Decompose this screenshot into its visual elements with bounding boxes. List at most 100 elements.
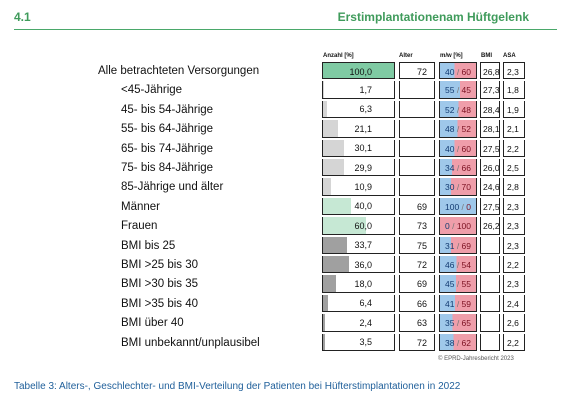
anzahl-bar bbox=[323, 120, 338, 137]
female-pct: 55 bbox=[461, 279, 472, 290]
bmi-cell: 28,1 bbox=[480, 120, 500, 138]
alter-cell bbox=[399, 159, 435, 177]
male-pct: 0 bbox=[444, 221, 450, 232]
male-pct: 46 bbox=[444, 260, 455, 270]
male-pct: 35 bbox=[444, 318, 455, 329]
anzahl-cell: 1,7 bbox=[322, 81, 395, 99]
row-label: <45-Jährige bbox=[121, 84, 183, 97]
alter-cell bbox=[399, 139, 435, 157]
anzahl-value: 21,1 bbox=[354, 123, 372, 134]
bmi-cell bbox=[480, 294, 500, 313]
bmi-cell: 27,5 bbox=[480, 197, 500, 216]
mw-cell: 31 / 69 bbox=[439, 236, 477, 254]
female-pct: 54 bbox=[461, 260, 472, 270]
male-pct: 34 bbox=[444, 163, 455, 173]
bmi-cell bbox=[480, 256, 500, 274]
mw-separator: / bbox=[454, 67, 462, 77]
anzahl-cell: 2,4 bbox=[322, 314, 395, 332]
asa-cell: 2,8 bbox=[503, 178, 525, 196]
anzahl-cell: 6,3 bbox=[322, 100, 395, 119]
anzahl-cell: 40,0 bbox=[322, 197, 395, 216]
anzahl-cell: 30,1 bbox=[322, 139, 395, 157]
asa-cell: 2,4 bbox=[503, 294, 525, 313]
table-row: <45-Jährige 1,7 55 / 45 27,3 1,8 bbox=[0, 80, 565, 99]
asa-value: 2,3 bbox=[507, 67, 519, 77]
anzahl-bar bbox=[323, 314, 325, 331]
anzahl-value: 6,3 bbox=[359, 104, 372, 115]
mw-cell: 46 / 54 bbox=[439, 256, 477, 274]
mw-cell: 55 / 45 bbox=[439, 81, 477, 99]
mw-separator: / bbox=[454, 143, 462, 154]
row-label: Männer bbox=[121, 200, 160, 213]
anzahl-value: 100,0 bbox=[349, 66, 372, 77]
anzahl-value: 36,0 bbox=[354, 259, 372, 270]
alter-cell bbox=[399, 81, 435, 99]
anzahl-bar bbox=[323, 256, 349, 273]
female-pct: 69 bbox=[461, 240, 472, 251]
mw-value: 48 / 52 bbox=[440, 124, 476, 134]
bmi-value: 26,8 bbox=[483, 67, 500, 77]
asa-cell: 2,2 bbox=[503, 256, 525, 274]
female-pct: 59 bbox=[461, 298, 472, 309]
row-label: BMI über 40 bbox=[121, 317, 184, 330]
mw-separator: / bbox=[454, 240, 462, 251]
alter-cell bbox=[399, 100, 435, 119]
anzahl-value: 10,9 bbox=[354, 181, 372, 192]
table-row: Alle betrachteten Versorgungen 100,0 72 40 … bbox=[0, 61, 565, 80]
asa-cell: 2,5 bbox=[503, 159, 525, 177]
alter-cell: 63 bbox=[399, 314, 435, 332]
row-label: BMI >25 bis 30 bbox=[121, 259, 199, 271]
bmi-cell: 27,3 bbox=[480, 81, 500, 99]
asa-cell: 2,3 bbox=[503, 236, 525, 254]
asa-value: 2,5 bbox=[507, 163, 519, 173]
asa-cell: 2,2 bbox=[503, 333, 525, 351]
alter-cell bbox=[399, 178, 435, 196]
bmi-value: 24,6 bbox=[483, 182, 500, 193]
anzahl-cell: 36,0 bbox=[322, 256, 395, 274]
bmi-cell bbox=[480, 314, 500, 332]
table-row: BMI >35 bis 40 6,4 66 41 / 59 2,4 bbox=[0, 294, 565, 313]
mw-separator: / bbox=[454, 260, 462, 270]
bmi-cell: 26,0 bbox=[480, 159, 500, 177]
female-pct: 52 bbox=[461, 124, 472, 135]
col-header-alter: Alter bbox=[399, 53, 413, 59]
anzahl-bar bbox=[323, 333, 326, 350]
anzahl-value: 40,0 bbox=[354, 201, 372, 212]
asa-cell: 2,1 bbox=[503, 120, 525, 138]
mw-separator: / bbox=[454, 163, 462, 173]
anzahl-value: 29,9 bbox=[354, 162, 372, 173]
alter-cell: 73 bbox=[399, 217, 435, 235]
anzahl-value: 33,7 bbox=[354, 240, 372, 251]
row-label: Frauen bbox=[121, 220, 158, 233]
alter-cell: 72 bbox=[399, 62, 435, 80]
asa-cell: 2,3 bbox=[503, 275, 525, 293]
anzahl-bar bbox=[323, 100, 328, 118]
female-pct: 100 bbox=[456, 221, 471, 232]
asa-value: 2,3 bbox=[507, 240, 519, 251]
female-pct: 48 bbox=[461, 104, 472, 115]
row-label: 65- bis 74-Jährige bbox=[121, 142, 214, 155]
table-row: 65- bis 74-Jährige 30,1 40 / 60 27,5 2,2 bbox=[0, 139, 565, 158]
mw-cell: 40 / 60 bbox=[439, 139, 477, 157]
row-label: BMI unbekannt/unplausibel bbox=[121, 336, 260, 349]
table-row: BMI unbekannt/unplausibel 3,5 72 38 / 62 2,2 bbox=[0, 333, 565, 352]
mw-separator: / bbox=[454, 298, 462, 309]
asa-value: 2,8 bbox=[507, 182, 519, 193]
asa-value: 2,3 bbox=[507, 201, 519, 212]
mw-value: 55 / 45 bbox=[440, 85, 476, 95]
bmi-cell: 27,5 bbox=[480, 139, 500, 157]
copyright-note: © EPRD-Jahresbericht 2023 bbox=[438, 356, 514, 362]
asa-value: 1,9 bbox=[507, 104, 519, 115]
alter-cell: 69 bbox=[399, 197, 435, 216]
asa-value: 2,3 bbox=[507, 221, 519, 232]
anzahl-cell: 21,1 bbox=[322, 120, 395, 138]
bmi-cell: 26,2 bbox=[480, 217, 500, 235]
mw-cell: 30 / 70 bbox=[439, 178, 477, 196]
row-label: BMI >30 bis 35 bbox=[121, 278, 199, 291]
mw-separator: / bbox=[454, 85, 462, 96]
mw-separator: / bbox=[454, 337, 462, 348]
male-pct: 48 bbox=[444, 124, 455, 135]
asa-value: 2,1 bbox=[507, 124, 519, 135]
alter-cell: 72 bbox=[399, 256, 435, 274]
anzahl-bar bbox=[323, 63, 394, 79]
